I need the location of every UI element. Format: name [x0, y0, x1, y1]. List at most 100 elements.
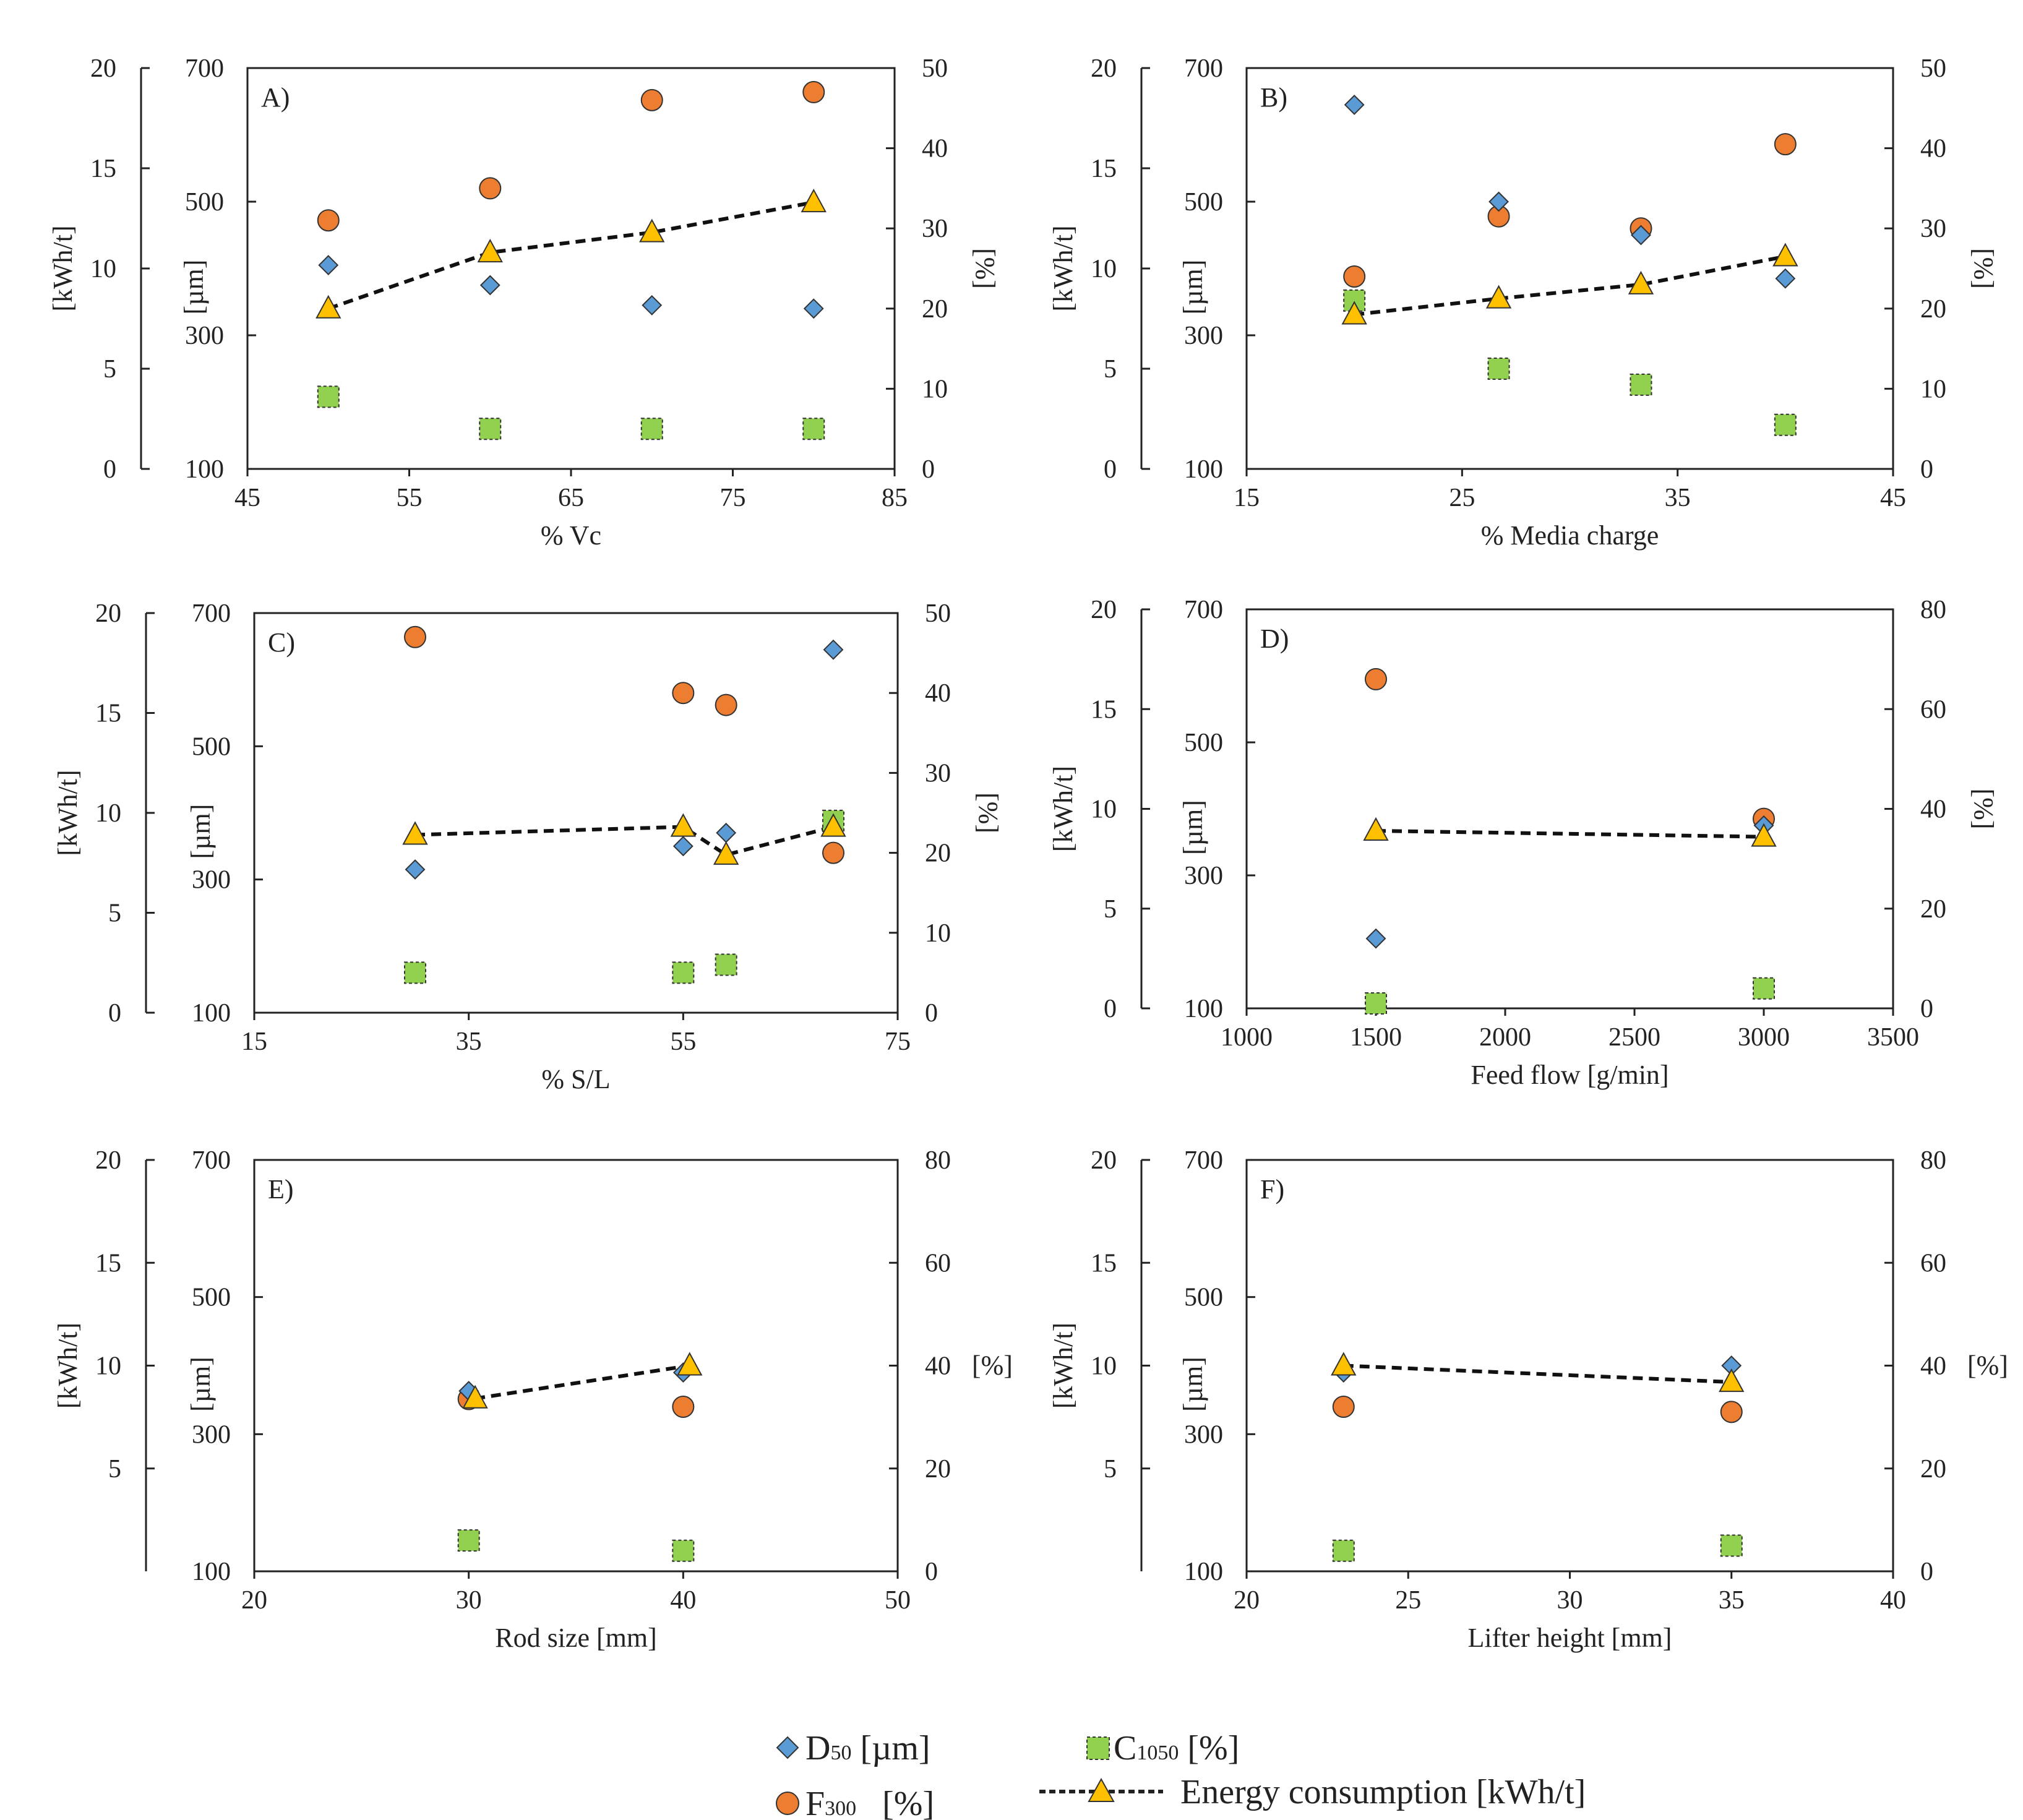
x-tick-label: 75: [720, 484, 746, 512]
energy-axis-title: [kWh/t]: [1048, 225, 1078, 311]
f300-point: [1365, 667, 1387, 690]
energy-tick-label: 10: [1091, 255, 1117, 283]
energy-tick-label: 5: [108, 1455, 121, 1483]
size-tick-label: 700: [1184, 54, 1223, 83]
panel-label: A): [261, 82, 290, 113]
energy-axis-title: [kWh/t]: [1048, 766, 1078, 852]
percent-tick-label: 20: [1920, 295, 1946, 324]
percent-tick-label: 0: [1920, 995, 1933, 1023]
energy-point: [477, 238, 503, 263]
energy-axis-title: [kWh/t]: [53, 770, 83, 856]
size-tick-label: 500: [192, 1284, 231, 1312]
energy-point: [462, 1384, 488, 1409]
x-tick-label: 65: [558, 484, 584, 512]
panel-label: E): [268, 1174, 294, 1204]
percent-tick-label: 40: [1920, 1352, 1946, 1381]
size-axis-title: [µm]: [179, 260, 209, 315]
c1050-point: [715, 953, 737, 976]
size-axis-title: [µm]: [186, 1357, 216, 1412]
c1050-point: [672, 1539, 695, 1562]
size-tick-label: 700: [192, 599, 231, 628]
energy-point: [670, 813, 697, 837]
size-tick-label: 100: [1184, 995, 1223, 1023]
f300-point: [1774, 133, 1797, 156]
x-tick-label: 2000: [1479, 1023, 1531, 1052]
d50-point: [1344, 94, 1365, 115]
energy-tick-label: 10: [95, 799, 121, 828]
size-tick-label: 100: [192, 999, 231, 1028]
legend-c1050-text: C1050 [%]: [1114, 1729, 1239, 1767]
energy-point: [1363, 817, 1389, 841]
chart-panel-1: 45 55 65 75 85% Vc05101520[kWh/t]10030050070…: [48, 54, 1000, 551]
x-tick-label: 1000: [1221, 1023, 1273, 1052]
f300-point: [640, 88, 663, 111]
x-tick-label: 3000: [1738, 1023, 1790, 1052]
percent-tick-label: 10: [922, 375, 948, 403]
d50-point: [405, 859, 426, 880]
energy-point: [677, 1352, 703, 1376]
d50-point: [672, 836, 694, 857]
chart-panel-6: 20 25 30 35 40 Lifter height [mm] 5 10 15 20 [kWh/…: [1048, 1146, 2008, 1653]
legend-c1050-unit: [%]: [1179, 1729, 1239, 1767]
energy-series-line: [414, 825, 834, 857]
plot-frame: [1245, 67, 1894, 470]
size-tick-label: 300: [185, 322, 224, 350]
percent-tick-label: 80: [1920, 1146, 1946, 1175]
energy-tick-label: 5: [1104, 355, 1117, 384]
x-tick-label: 55: [397, 484, 423, 512]
energy-tick-label: 5: [1104, 895, 1117, 924]
legend: D50 [µm] F300 [%] C1050 [%] Energy consu…: [776, 1729, 1586, 1820]
x-axis-title: % Media charge: [1481, 520, 1659, 551]
size-tick-label: 500: [1184, 1284, 1223, 1312]
f300-point: [672, 682, 695, 705]
d50-point: [803, 298, 824, 319]
size-tick-label: 300: [192, 866, 231, 895]
energy-point: [1485, 285, 1512, 309]
legend-f300-sub: 300: [825, 1797, 856, 1820]
energy-series-line: [1375, 828, 1764, 839]
size-tick-label: 300: [1184, 1420, 1223, 1449]
percent-tick-label: 20: [1920, 1455, 1946, 1483]
d50-point: [642, 294, 663, 315]
plot-frame: [246, 67, 896, 470]
percent-tick-label: 10: [925, 919, 951, 948]
percent-axis-title: [%]: [1967, 1350, 2008, 1381]
energy-tick-label: 15: [90, 155, 116, 183]
x-tick-label: 40: [670, 1586, 696, 1615]
energy-axis-title: [kWh/t]: [1048, 1323, 1078, 1409]
size-axis-title: [µm]: [1178, 260, 1208, 315]
c1050-point: [1332, 1539, 1355, 1562]
x-tick-label: 45: [1880, 484, 1906, 512]
percent-tick-label: 20: [925, 839, 951, 868]
f300-point: [1720, 1401, 1743, 1423]
d50-point: [1631, 225, 1651, 246]
x-tick-label: 15: [241, 1028, 267, 1056]
energy-tick-label: 10: [95, 1352, 121, 1381]
size-tick-label: 100: [192, 1558, 231, 1586]
percent-tick-label: 0: [1920, 455, 1933, 484]
panel-label: B): [1260, 82, 1287, 113]
f300-point: [404, 625, 426, 648]
panel-label: D): [1260, 624, 1289, 654]
c1050-point: [479, 418, 502, 440]
percent-axis-title: [%]: [970, 248, 1000, 289]
x-tick-label: 50: [885, 1586, 911, 1615]
percent-tick-label: 60: [1920, 695, 1946, 724]
legend-c1050-sub: 1050: [1136, 1741, 1179, 1764]
energy-axis-title: [kWh/t]: [48, 225, 78, 311]
percent-tick-label: 60: [1920, 1249, 1946, 1277]
legend-d50-marker: [776, 1736, 799, 1759]
legend-d50-text: D50 [µm]: [805, 1729, 930, 1767]
percent-tick-label: 20: [925, 1455, 951, 1483]
energy-tick-label: 20: [1091, 54, 1117, 83]
energy-point: [1331, 1352, 1357, 1376]
size-tick-label: 500: [185, 188, 224, 217]
d50-point: [1488, 191, 1509, 212]
x-tick-label: 40: [1880, 1586, 1906, 1615]
c1050-point: [1720, 1534, 1743, 1557]
energy-tick-label: 5: [108, 899, 121, 928]
energy-axis-title: [kWh/t]: [53, 1323, 83, 1409]
legend-d50-sub: 50: [830, 1741, 851, 1764]
x-tick-label: 75: [885, 1028, 911, 1056]
